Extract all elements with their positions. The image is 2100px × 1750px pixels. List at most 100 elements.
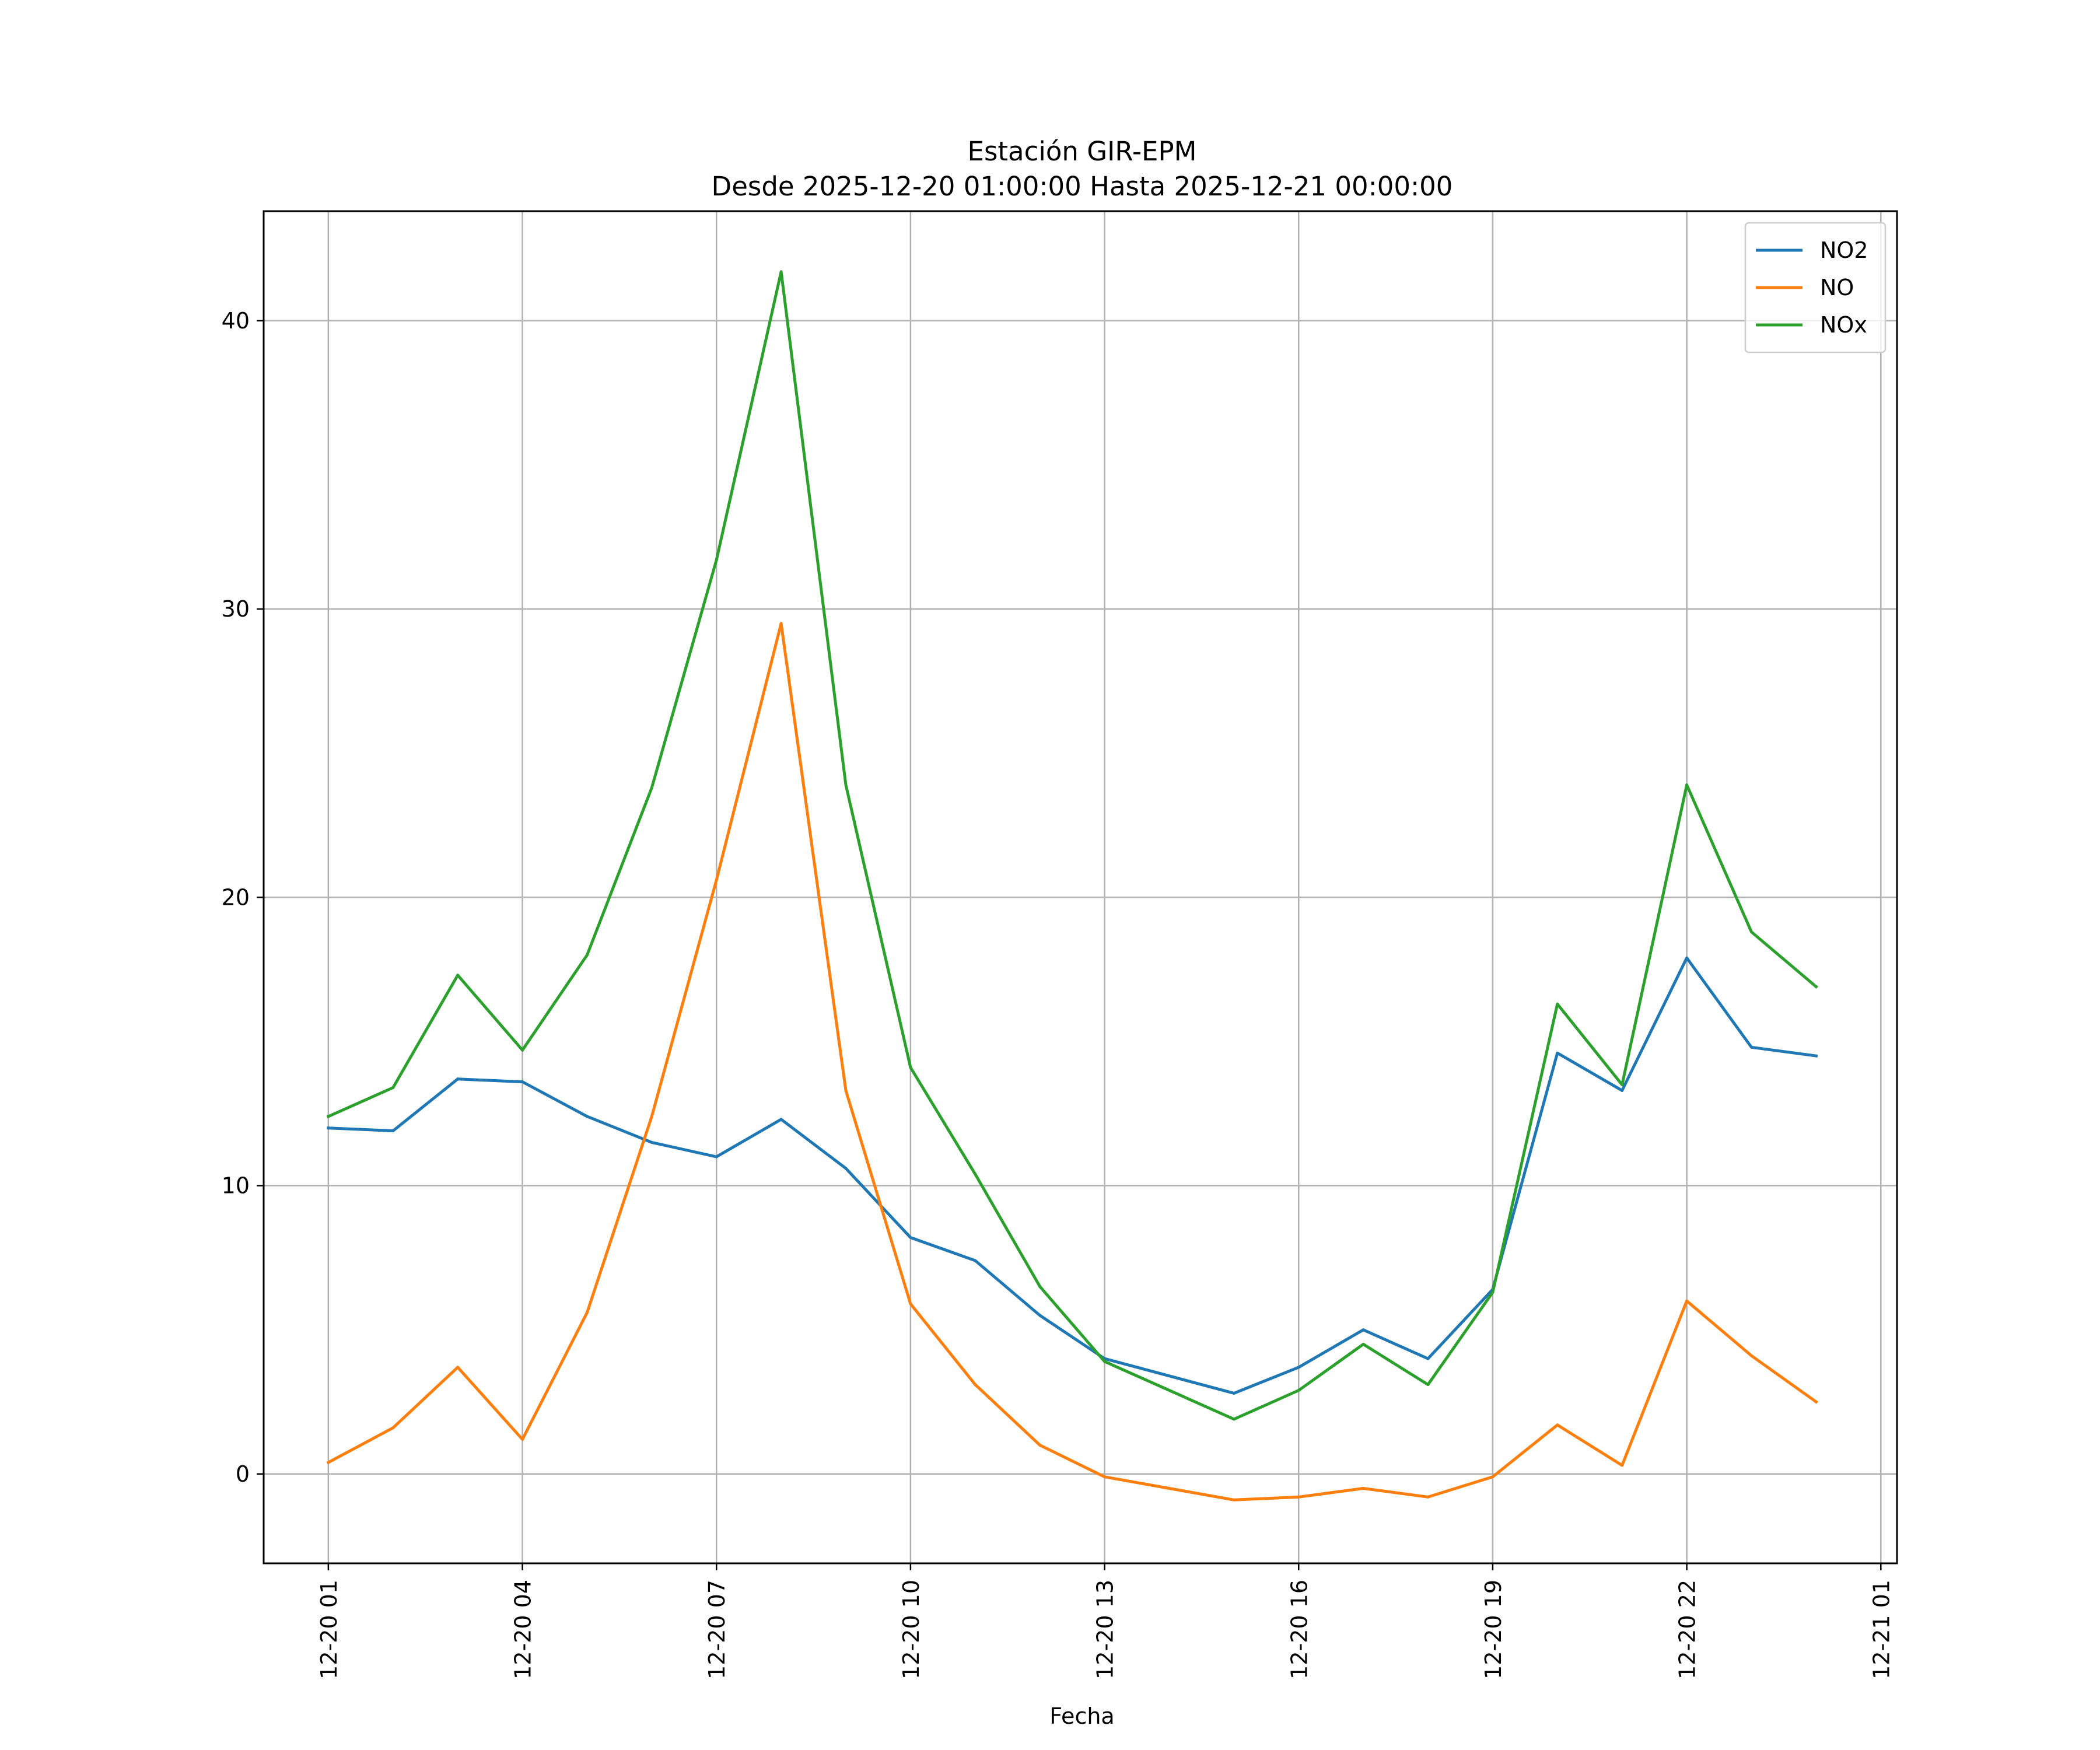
data-point-nox	[844, 783, 848, 787]
data-point-no2	[1232, 1391, 1236, 1395]
x-axis-ticks: 12-20 01 12-20 04 12-20 07 12-20 10 12-20 13…	[316, 1563, 1894, 1679]
data-point-nox	[1297, 1388, 1300, 1392]
data-point-nox	[1814, 985, 1818, 989]
data-point-nox	[1749, 930, 1753, 934]
data-point-nox	[1556, 1002, 1559, 1006]
data-point-nox	[391, 1086, 395, 1089]
data-point-no	[974, 1383, 977, 1387]
data-point-no	[1620, 1464, 1624, 1467]
data-point-no2	[779, 1118, 783, 1121]
y-tick-label: 40	[222, 308, 250, 334]
series-lines	[326, 270, 1818, 1502]
data-point-nox	[1038, 1285, 1042, 1289]
series-line-no2	[327, 956, 1818, 1395]
y-tick-label: 30	[222, 596, 250, 622]
data-point-nox	[1491, 1290, 1494, 1294]
data-point-no	[779, 622, 783, 625]
data-point-no2	[1814, 1054, 1818, 1058]
data-point-no2	[1620, 1088, 1624, 1092]
series-nox	[326, 270, 1818, 1421]
data-point-nox	[1426, 1383, 1430, 1387]
data-point-no2	[327, 1126, 330, 1130]
legend-label-no2: NO2	[1820, 237, 1868, 263]
data-point-no	[909, 1302, 912, 1306]
data-point-nox	[779, 270, 783, 274]
data-point-nox	[715, 558, 718, 562]
grid	[264, 211, 1897, 1563]
legend-label-no: NO	[1820, 275, 1854, 300]
data-point-no	[650, 1115, 653, 1118]
data-point-no	[715, 878, 718, 882]
data-point-no	[1362, 1486, 1365, 1490]
data-point-nox	[909, 1066, 912, 1069]
series-no	[326, 622, 1818, 1502]
data-point-no	[1426, 1495, 1430, 1499]
data-point-no	[1038, 1443, 1042, 1447]
data-point-nox	[1620, 1083, 1624, 1087]
y-tick-label: 10	[222, 1173, 250, 1199]
x-tick-label: 12-20 10	[898, 1580, 924, 1679]
data-point-no	[521, 1437, 524, 1441]
data-point-no	[1297, 1495, 1300, 1499]
data-point-no2	[974, 1259, 977, 1262]
data-point-no2	[585, 1115, 589, 1118]
x-tick-label: 12-20 07	[704, 1580, 730, 1679]
data-point-no2	[391, 1129, 395, 1133]
chart-title: Estación GIR-EPM	[968, 136, 1197, 167]
data-point-no	[1103, 1475, 1107, 1479]
x-tick-label: 12-20 13	[1093, 1580, 1118, 1679]
data-point-no2	[909, 1236, 912, 1240]
data-point-nox	[1232, 1418, 1236, 1421]
y-tick-label: 20	[222, 884, 250, 910]
data-point-no	[1749, 1354, 1753, 1357]
data-point-no2	[1297, 1366, 1300, 1369]
x-axis-label: Fecha	[1049, 1703, 1114, 1729]
data-point-nox	[521, 1048, 524, 1052]
data-point-no2	[1556, 1051, 1559, 1055]
legend: NO2 NO NOx	[1744, 222, 1887, 354]
x-tick-label: 12-20 16	[1286, 1580, 1312, 1679]
legend-box	[1744, 222, 1887, 354]
x-tick-label: 12-20 04	[510, 1580, 536, 1679]
data-point-no2	[650, 1140, 653, 1144]
plot-frame	[262, 210, 1898, 1564]
data-point-no2	[1685, 956, 1689, 960]
data-point-no2	[521, 1080, 524, 1084]
data-point-no2	[1426, 1357, 1430, 1360]
data-point-no	[1814, 1400, 1818, 1404]
data-point-no2	[844, 1167, 848, 1170]
data-point-no2	[1038, 1314, 1042, 1317]
data-point-nox	[1362, 1342, 1365, 1346]
data-point-nox	[1103, 1360, 1107, 1363]
data-point-nox	[974, 1172, 977, 1176]
data-point-no	[1232, 1498, 1236, 1502]
data-point-nox	[650, 786, 653, 789]
data-point-no	[456, 1366, 460, 1369]
data-point-no2	[1749, 1045, 1753, 1049]
series-no2	[327, 956, 1818, 1395]
chart-subtitle: Desde 2025-12-20 01:00:00 Hasta 2025-12-…	[712, 171, 1453, 202]
series-line-nox	[326, 270, 1818, 1421]
y-axis-ticks: 0 10 20 30 40	[222, 308, 264, 1487]
data-point-no	[391, 1426, 395, 1430]
data-point-no	[1685, 1299, 1689, 1303]
data-point-no	[844, 1088, 848, 1092]
x-tick-label: 12-20 19	[1480, 1580, 1506, 1679]
series-line-no	[326, 622, 1818, 1502]
data-point-nox	[327, 1115, 330, 1118]
x-tick-label: 12-21 01	[1868, 1580, 1894, 1679]
data-point-no2	[715, 1155, 718, 1158]
data-point-no	[327, 1461, 330, 1464]
data-point-nox	[1685, 783, 1689, 787]
x-tick-label: 12-20 22	[1675, 1580, 1700, 1679]
data-point-nox	[456, 974, 460, 977]
data-point-no	[1556, 1423, 1559, 1427]
x-tick-label: 12-20 01	[316, 1580, 342, 1679]
legend-label-nox: NOx	[1820, 312, 1867, 338]
data-point-nox	[585, 953, 589, 957]
data-point-no	[1491, 1475, 1494, 1479]
data-point-no2	[1362, 1328, 1365, 1332]
data-point-no2	[456, 1077, 460, 1081]
y-tick-label: 0	[236, 1461, 250, 1487]
